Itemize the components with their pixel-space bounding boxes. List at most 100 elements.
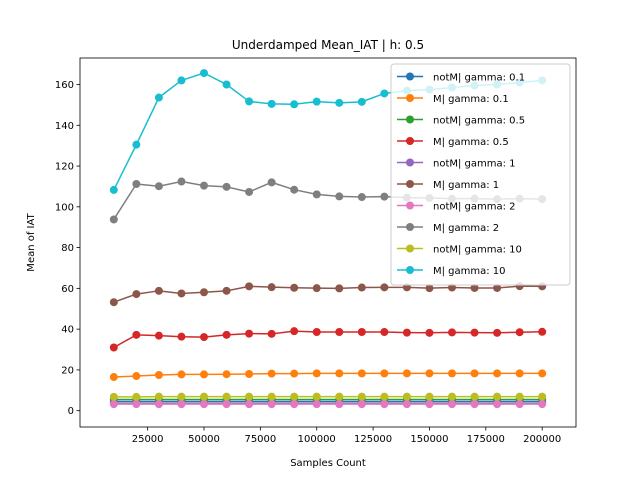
data-point (380, 400, 389, 409)
data-point (222, 392, 231, 401)
data-point (357, 369, 366, 378)
data-point (154, 93, 163, 102)
legend-item: M| gamma: 0.1 (397, 94, 509, 105)
x-tick-label: 25000 (132, 434, 164, 445)
data-point (154, 182, 163, 191)
data-point (245, 187, 254, 196)
x-axis: 25000 50000 75000 100000 125000 150000 175000 2… (132, 427, 561, 445)
data-point (335, 284, 344, 293)
data-point (335, 400, 344, 409)
data-point (515, 328, 524, 337)
data-point (357, 327, 366, 336)
data-point (290, 185, 299, 194)
x-tick-label: 150000 (410, 434, 448, 445)
data-point (200, 69, 208, 78)
plot-area (109, 69, 547, 409)
legend-label: M| gamma: 0.1 (433, 94, 509, 105)
data-point (177, 392, 186, 401)
data-point (177, 332, 186, 341)
data-point (154, 286, 163, 295)
y-tick-label: 100 (55, 202, 74, 213)
series-1 (109, 369, 547, 382)
x-tick-label: 125000 (354, 434, 392, 445)
data-point (245, 369, 254, 378)
data-point (245, 97, 254, 106)
data-point (245, 282, 254, 291)
data-point (493, 400, 502, 409)
legend-item: notM| gamma: 2 (397, 201, 516, 213)
data-point (357, 97, 366, 106)
y-tick-label: 20 (61, 365, 74, 376)
legend-marker (406, 180, 414, 188)
y-tick-label: 40 (61, 325, 74, 336)
data-point (177, 289, 186, 298)
data-point (222, 330, 231, 339)
data-point (425, 284, 434, 293)
y-tick-label: 120 (55, 162, 74, 173)
data-point (290, 392, 299, 401)
data-point (425, 400, 434, 409)
data-point (425, 392, 434, 401)
legend-label: notM| gamma: 0.1 (433, 73, 525, 84)
legend-item: notM| gamma: 10 (397, 244, 522, 256)
legend-label: notM| gamma: 10 (433, 245, 522, 256)
data-point (177, 76, 186, 85)
legend-label: M| gamma: 1 (433, 180, 499, 191)
data-point (493, 369, 502, 378)
legend-label: notM| gamma: 2 (433, 202, 516, 213)
x-tick-label: 50000 (188, 434, 220, 445)
data-point (109, 400, 118, 409)
y-tick-label: 140 (55, 121, 74, 132)
data-point (335, 327, 344, 336)
data-point (154, 331, 163, 340)
data-point (245, 400, 254, 409)
data-point (267, 329, 276, 338)
data-point (109, 185, 118, 194)
legend-marker (406, 266, 414, 274)
legend-item: notM| gamma: 0.1 (397, 72, 525, 84)
data-point (200, 400, 208, 409)
data-point (402, 400, 411, 409)
legend-marker (406, 201, 414, 210)
data-point (470, 392, 479, 401)
data-point (493, 283, 502, 292)
data-point (380, 369, 389, 378)
data-point (448, 392, 456, 401)
data-point (132, 392, 141, 401)
data-point (290, 283, 299, 292)
data-point (267, 99, 276, 108)
data-point (470, 369, 479, 378)
chart-title: Underdamped Mean_IAT | h: 0.5 (232, 38, 424, 52)
data-point (357, 193, 366, 202)
legend-marker (406, 72, 414, 81)
x-tick-label: 175000 (467, 434, 505, 445)
legend-item: M| gamma: 1 (397, 180, 499, 191)
data-point (132, 372, 141, 381)
data-point (448, 328, 456, 337)
legend-marker (406, 158, 414, 167)
data-point (335, 98, 344, 107)
data-point (109, 215, 118, 224)
x-tick-label: 100000 (298, 434, 336, 445)
data-point (109, 343, 118, 352)
data-point (222, 370, 231, 379)
data-point (132, 179, 141, 188)
data-point (335, 369, 344, 378)
data-point (200, 181, 208, 190)
data-point (357, 283, 366, 292)
data-point (132, 330, 141, 339)
data-point (380, 392, 389, 401)
legend-marker (406, 223, 414, 231)
data-point (380, 192, 389, 201)
data-point (222, 286, 231, 295)
data-point (448, 369, 456, 378)
data-point (132, 140, 141, 149)
data-point (470, 283, 479, 292)
data-point (312, 190, 321, 199)
data-point (290, 400, 299, 409)
plot-frame (79, 57, 577, 428)
data-point (425, 328, 434, 337)
data-point (312, 327, 321, 336)
legend: notM| gamma: 0.1 M| gamma: 0.1 notM| gamma… (390, 63, 571, 286)
data-point (290, 327, 299, 336)
